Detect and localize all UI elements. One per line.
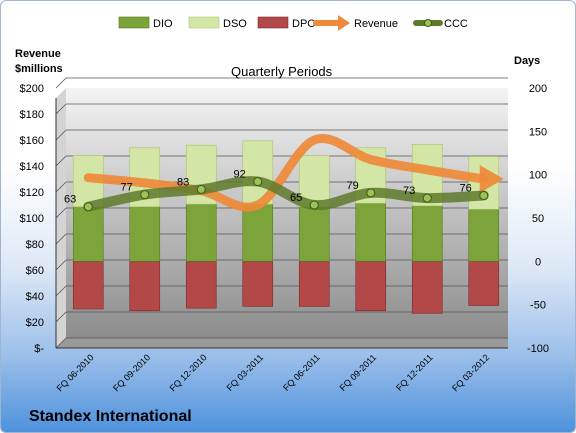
bar-dio [468,209,500,262]
right-axis-label: Days [514,55,540,67]
bar-dpo [355,261,387,312]
bar-dio [72,206,104,262]
right-tick-label: 200 [529,83,547,95]
left-tick-label: $60 [26,265,44,277]
legend-swatch-dpo [257,16,289,29]
legend-label: DSO [223,18,247,30]
ccc-data-label: 92 [234,169,246,181]
ccc-data-label: 65 [290,192,302,204]
revenue-arrowhead [479,165,504,193]
bar-dpo [185,261,217,309]
gridline-side [55,129,67,141]
plot-floor [56,338,508,348]
bar-dpo [129,261,161,312]
legend-label: Revenue [354,18,398,30]
ccc-point [253,177,263,187]
bar-dio [355,202,387,262]
legend-swatch-dio [118,16,150,29]
right-tick-label: -100 [527,343,549,355]
right-tick-label: -50 [530,300,546,312]
bar-dpo [72,261,104,310]
left-axis-label-line1: Revenue [15,48,61,60]
category-label: FQ 09-2010 [111,352,152,393]
left-tick-label: $20 [26,317,44,329]
ccc-point [83,202,93,212]
gridline-side [55,233,67,245]
category-label: FQ 12-2010 [168,352,209,393]
ccc-point [309,200,319,210]
left-tick-label: $- [34,343,44,355]
ccc-point [479,190,489,200]
gridline-side [55,337,67,349]
bar-dpo [242,261,274,307]
legend-swatch-dso [188,16,220,29]
plot-side-wall [56,88,66,348]
right-tick-label: 100 [529,170,547,182]
left-tick-label: $120 [20,187,44,199]
left-tick-label: $200 [20,83,44,95]
legend-label: CCC [444,18,468,30]
left-tick-label: $100 [20,213,44,225]
category-label: FQ 06-2011 [281,352,322,393]
bar-dpo [411,261,443,314]
legend-label: DIO [153,18,173,30]
ccc-point [422,193,432,203]
left-tick-label: $160 [20,135,44,147]
bar-dpo [298,261,330,307]
category-label: FQ 12-2011 [394,352,435,393]
ccc-data-label: 63 [64,194,76,206]
gridline-side [55,77,67,89]
right-tick-label: 50 [532,213,544,225]
bar-dio [411,205,443,262]
left-tick-label: $180 [20,109,44,121]
bar-dio [129,206,161,262]
gridline-side [55,311,67,323]
ccc-line [83,176,489,212]
revenue-line [83,134,489,212]
left-axis-label-line2: $millions [15,63,63,75]
left-tick-label: $80 [26,239,44,251]
category-label: FQ 09-2011 [338,352,379,393]
ccc-point [196,184,206,194]
ccc-data-label: 83 [177,176,189,188]
bar-dio [298,206,330,262]
gridline-side [55,155,67,167]
category-label: FQ 06-2010 [55,352,96,393]
ccc-data-label: 79 [347,180,359,192]
category-label: FQ 03-2011 [225,352,266,393]
gridline-side [55,103,67,115]
ccc-data-label: 73 [403,185,415,197]
left-tick-label: $40 [26,291,44,303]
ccc-point [366,188,376,198]
legend-marker-ccc [424,19,432,27]
bar-dso [298,155,330,208]
left-tick-label: $140 [20,161,44,173]
chart-title: Quarterly Periods [231,64,333,79]
right-tick-label: 0 [535,256,541,268]
company-name: Standex International [29,408,192,425]
category-label: FQ 03-2012 [450,352,491,393]
ccc-data-label: 77 [121,182,133,194]
bar-dio [185,203,217,262]
gridline-side [55,181,67,193]
ccc-data-label: 76 [460,182,472,194]
gridline-side [55,207,67,219]
gridline-side [55,285,67,297]
bar-dpo [468,261,500,306]
ccc-point [140,190,150,200]
right-tick-label: 150 [529,126,547,138]
legend-arrowhead [338,15,350,31]
legend-label: DPO [292,18,316,30]
gridline-side [55,259,67,271]
bar-dio [242,203,274,262]
